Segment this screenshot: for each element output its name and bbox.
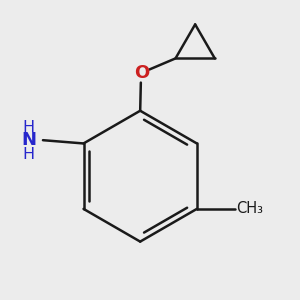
Text: H: H xyxy=(22,147,34,162)
Text: O: O xyxy=(134,64,149,82)
Text: N: N xyxy=(21,131,36,149)
Text: CH₃: CH₃ xyxy=(236,201,263,216)
Text: H: H xyxy=(22,120,34,135)
